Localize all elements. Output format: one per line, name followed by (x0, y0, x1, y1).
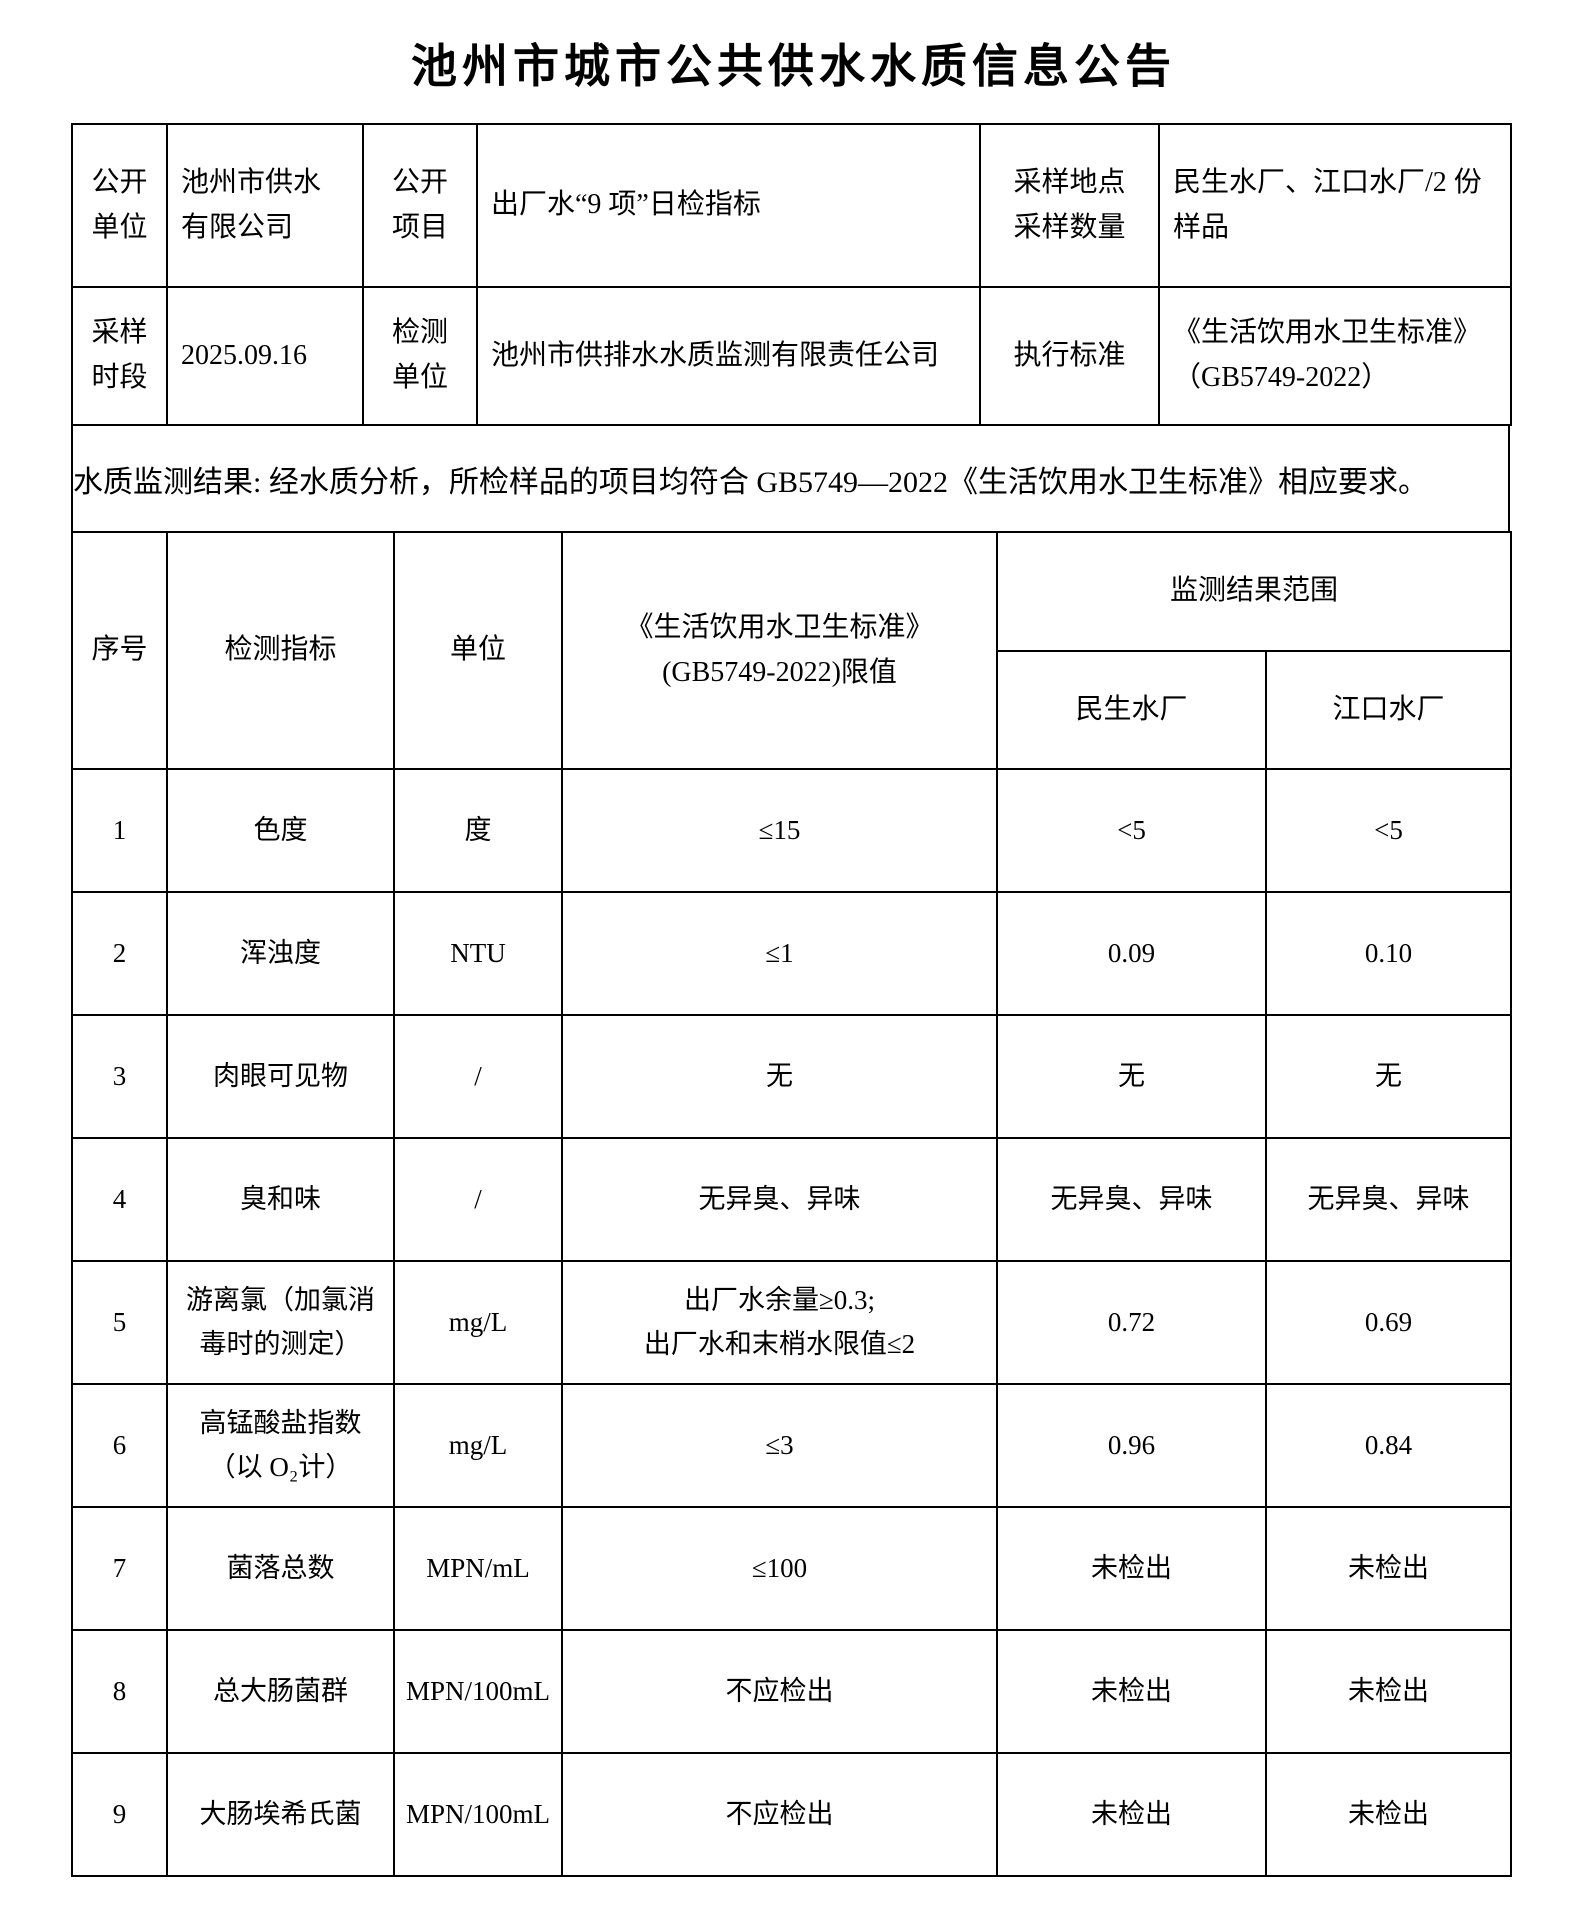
table-row: 8 总大肠菌群 MPN/100mL 不应检出 未检出 未检出 (71, 1629, 1513, 1754)
cell-unit: MPN/100mL (393, 1629, 563, 1754)
statement-row: 水质监测结果: 经水质分析，所检样品的项目均符合 GB5749—2022《生活饮… (71, 424, 1510, 533)
cell-no: 5 (71, 1260, 168, 1385)
cell-no: 1 (71, 768, 168, 893)
info-value-testing-unit: 池州市供排水水质监测有限责任公司 (476, 286, 981, 426)
cell-result-minsheng: 未检出 (996, 1752, 1267, 1877)
col-header-unit: 单位 (393, 531, 563, 770)
cell-result-jiangkou: 0.84 (1264, 1383, 1513, 1508)
cell-no: 9 (71, 1752, 168, 1877)
info-label-standard: 执行标准 (979, 286, 1160, 426)
cell-result-minsheng: 0.96 (996, 1383, 1267, 1508)
cell-unit: / (393, 1014, 563, 1139)
cell-result-minsheng: 未检出 (996, 1629, 1267, 1754)
col-header-limit: 《生活饮用水卫生标准》 (GB5749-2022)限值 (561, 531, 998, 770)
cell-limit: 无异臭、异味 (561, 1137, 998, 1262)
cell-limit: 无 (561, 1014, 998, 1139)
col-header-plant-jiangkou: 江口水厂 (1264, 650, 1513, 770)
cell-result-jiangkou: <5 (1264, 768, 1513, 893)
cell-result-minsheng: 0.09 (996, 891, 1267, 1016)
cell-result-jiangkou: 0.69 (1264, 1260, 1513, 1385)
cell-unit: 度 (393, 768, 563, 893)
cell-result-minsheng: 0.72 (996, 1260, 1267, 1385)
table-row: 6 高锰酸盐指数 （以 O₂计） mg/L ≤3 0.96 0.84 (71, 1383, 1513, 1508)
header-row-plants: 民生水厂 江口水厂 (72, 650, 1513, 770)
col-header-no: 序号 (71, 531, 168, 770)
info-value-sampling-location-quantity: 民生水厂、江口水厂/2 份 样品 (1158, 123, 1512, 288)
info-value-public-unit: 池州市供水 有限公司 (166, 123, 364, 288)
cell-limit: ≤15 (561, 768, 998, 893)
cell-unit: MPN/mL (393, 1506, 563, 1631)
cell-indicator: 菌落总数 (166, 1506, 395, 1631)
cell-indicator: 色度 (166, 768, 395, 893)
info-value-standard: 《生活饮用水卫生标准》 （GB5749-2022） (1158, 286, 1512, 426)
cell-result-jiangkou: 未检出 (1264, 1629, 1513, 1754)
cell-indicator: 高锰酸盐指数 （以 O₂计） (166, 1383, 395, 1508)
cell-unit: mg/L (393, 1383, 563, 1508)
cell-limit: ≤100 (561, 1506, 998, 1631)
table-row: 5 游离氯（加氯消 毒时的测定） mg/L 出厂水余量≥0.3; 出厂水和末梢水… (71, 1260, 1513, 1385)
statement-table: 水质监测结果: 经水质分析，所检样品的项目均符合 GB5749—2022《生活饮… (71, 424, 1510, 533)
cell-limit: ≤3 (561, 1383, 998, 1508)
cell-result-minsheng: 无 (996, 1014, 1267, 1139)
table-row: 4 臭和味 / 无异臭、异味 无异臭、异味 无异臭、异味 (71, 1137, 1513, 1262)
document-title: 池州市城市公共供水水质信息公告 (411, 40, 1176, 92)
table-row: 7 菌落总数 MPN/mL ≤100 未检出 未检出 (71, 1506, 1513, 1631)
col-header-result-range: 监测结果范围 (995, 531, 1513, 652)
cell-no: 4 (71, 1137, 168, 1262)
cell-no: 6 (71, 1383, 168, 1508)
monitor-table: 序号 检测指标 单位 《生活饮用水卫生标准》 (GB5749-2022)限值 监… (71, 531, 1513, 1877)
info-label-testing-unit: 检测 单位 (362, 286, 478, 426)
cell-unit: / (393, 1137, 563, 1262)
header-row-top: 序号 检测指标 单位 《生活饮用水卫生标准》 (GB5749-2022)限值 监… (71, 531, 1513, 770)
cell-no: 8 (71, 1629, 168, 1754)
cell-result-minsheng: 无异臭、异味 (996, 1137, 1267, 1262)
cell-result-jiangkou: 未检出 (1264, 1752, 1513, 1877)
cell-limit: 不应检出 (561, 1752, 998, 1877)
info-table: 公开 单位 池州市供水 有限公司 公开 项目 出厂水“9 项”日检指标 采样地点… (71, 123, 1512, 426)
cell-limit: ≤1 (561, 891, 998, 1016)
info-value-public-item: 出厂水“9 项”日检指标 (476, 123, 981, 288)
cell-result-jiangkou: 0.10 (1264, 891, 1513, 1016)
cell-indicator: 游离氯（加氯消 毒时的测定） (166, 1260, 395, 1385)
info-row-2: 采样 时段 2025.09.16 检测 单位 池州市供排水水质监测有限责任公司 … (71, 286, 1512, 426)
cell-no: 3 (71, 1014, 168, 1139)
info-value-sampling-period: 2025.09.16 (166, 286, 364, 426)
cell-indicator: 大肠埃希氏菌 (166, 1752, 395, 1877)
table-row: 1 色度 度 ≤15 <5 <5 (71, 768, 1513, 893)
info-row-1: 公开 单位 池州市供水 有限公司 公开 项目 出厂水“9 项”日检指标 采样地点… (71, 123, 1512, 288)
info-label-public-unit: 公开 单位 (71, 123, 168, 288)
cell-indicator: 臭和味 (166, 1137, 395, 1262)
info-label-sampling-period: 采样 时段 (71, 286, 168, 426)
cell-result-jiangkou: 未检出 (1264, 1506, 1513, 1631)
col-header-plant-minsheng: 民生水厂 (996, 650, 1267, 770)
water-quality-statement: 水质监测结果: 经水质分析，所检样品的项目均符合 GB5749—2022《生活饮… (71, 424, 1510, 533)
cell-result-minsheng: 未检出 (996, 1506, 1267, 1631)
cell-no: 7 (71, 1506, 168, 1631)
cell-indicator: 总大肠菌群 (166, 1629, 395, 1754)
table-row: 2 浑浊度 NTU ≤1 0.09 0.10 (71, 891, 1513, 1016)
cell-unit: mg/L (393, 1260, 563, 1385)
cell-limit: 不应检出 (561, 1629, 998, 1754)
col-header-indicator: 检测指标 (166, 531, 395, 770)
table-row: 9 大肠埃希氏菌 MPN/100mL 不应检出 未检出 未检出 (71, 1752, 1513, 1877)
cell-indicator: 肉眼可见物 (166, 1014, 395, 1139)
cell-result-minsheng: <5 (996, 768, 1267, 893)
cell-limit: 出厂水余量≥0.3; 出厂水和末梢水限值≤2 (561, 1260, 998, 1385)
cell-result-jiangkou: 无 (1264, 1014, 1513, 1139)
cell-indicator: 浑浊度 (166, 891, 395, 1016)
cell-no: 2 (71, 891, 168, 1016)
info-label-sampling-location-quantity: 采样地点 采样数量 (979, 123, 1160, 288)
cell-unit: MPN/100mL (393, 1752, 563, 1877)
cell-unit: NTU (393, 891, 563, 1016)
info-label-public-item: 公开 项目 (362, 123, 478, 288)
table-row: 3 肉眼可见物 / 无 无 无 (71, 1014, 1513, 1139)
announcement-document: 公开 单位 池州市供水 有限公司 公开 项目 出厂水“9 项”日检指标 采样地点… (71, 123, 1513, 1877)
cell-result-jiangkou: 无异臭、异味 (1264, 1137, 1513, 1262)
